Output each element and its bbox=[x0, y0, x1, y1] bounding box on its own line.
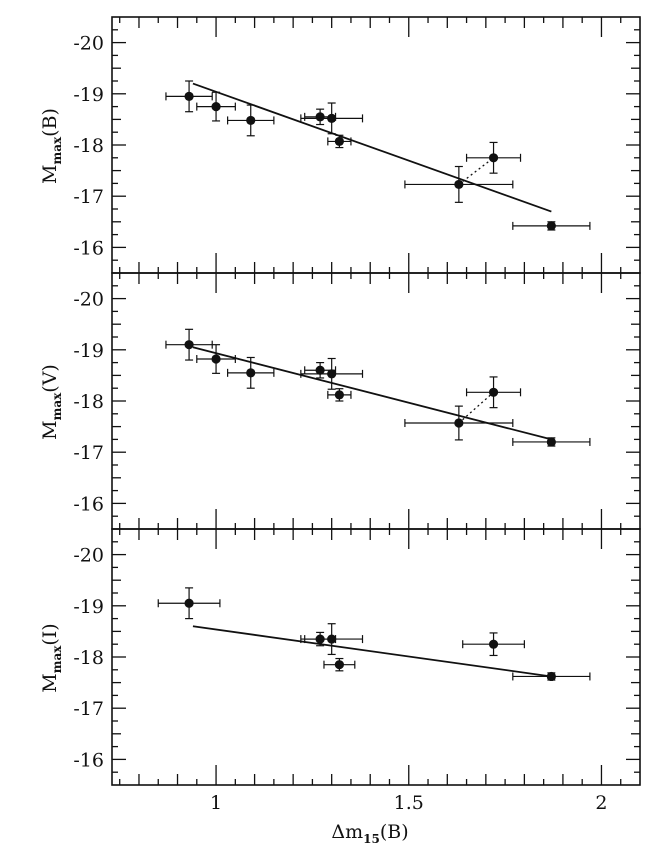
data-point bbox=[546, 221, 556, 231]
data-point bbox=[327, 113, 337, 123]
y-tick-label: -17 bbox=[73, 442, 104, 464]
y-tick-label: -18 bbox=[73, 647, 104, 669]
y-tick-label: -17 bbox=[73, 698, 104, 720]
connector-line bbox=[458, 157, 494, 185]
panel-frame bbox=[111, 16, 641, 274]
y-tick-label: -19 bbox=[73, 340, 104, 362]
data-point bbox=[488, 387, 499, 397]
fit-line bbox=[192, 346, 552, 441]
y-tick-label: -20 bbox=[73, 289, 104, 311]
y-tick-label: -19 bbox=[73, 596, 104, 618]
data-point bbox=[211, 102, 221, 112]
panel-frame bbox=[111, 528, 641, 786]
y-tick-label: -16 bbox=[73, 493, 104, 515]
data-point bbox=[246, 368, 256, 378]
fit-line bbox=[192, 82, 552, 213]
data-point bbox=[546, 671, 556, 682]
y-tick-label: -20 bbox=[73, 545, 104, 567]
data-point bbox=[488, 639, 499, 649]
data-point bbox=[211, 354, 221, 364]
data-point bbox=[546, 437, 556, 447]
data-marks bbox=[157, 80, 591, 682]
connector-line bbox=[458, 391, 494, 424]
y-axis-title-i: Mmax(I) bbox=[39, 623, 64, 692]
data-point bbox=[246, 115, 256, 126]
data-point bbox=[184, 598, 194, 608]
panel-frame bbox=[111, 272, 641, 530]
fit-line bbox=[192, 625, 552, 678]
y-axis-title-v: Mmax(V) bbox=[39, 364, 64, 440]
x-tick-label: 1 bbox=[210, 792, 222, 814]
data-point bbox=[488, 153, 499, 163]
panel-frames bbox=[111, 16, 641, 786]
y-tick-label: -18 bbox=[73, 391, 104, 413]
y-tick-label: -19 bbox=[73, 84, 104, 106]
tick-labels: -20 -19 -18 -17 -16 -20 -19 -18 -17 -16 -20 -19 -18 -… bbox=[73, 33, 607, 814]
y-axis-title-b: Mmax(B) bbox=[39, 108, 64, 184]
data-point bbox=[184, 91, 194, 101]
data-point bbox=[334, 660, 344, 670]
data-point bbox=[334, 136, 344, 147]
data-point bbox=[327, 634, 337, 644]
x-tick-label: 1.5 bbox=[394, 792, 424, 814]
data-point bbox=[184, 340, 194, 350]
x-tick-label: 2 bbox=[595, 792, 607, 814]
data-point bbox=[327, 369, 337, 379]
y-tick-label: -20 bbox=[73, 33, 104, 55]
y-tick-label: -16 bbox=[73, 749, 104, 771]
data-point bbox=[454, 179, 464, 190]
y-tick-label: -17 bbox=[73, 186, 104, 208]
data-point bbox=[454, 418, 464, 428]
y-tick-label: -16 bbox=[73, 237, 104, 259]
data-point bbox=[334, 390, 344, 400]
y-tick-label: -18 bbox=[73, 135, 104, 157]
data-point bbox=[315, 365, 325, 375]
x-axis-title: Δm15(B) bbox=[331, 821, 408, 846]
data-point bbox=[315, 112, 325, 122]
axis-ticks bbox=[112, 17, 640, 785]
